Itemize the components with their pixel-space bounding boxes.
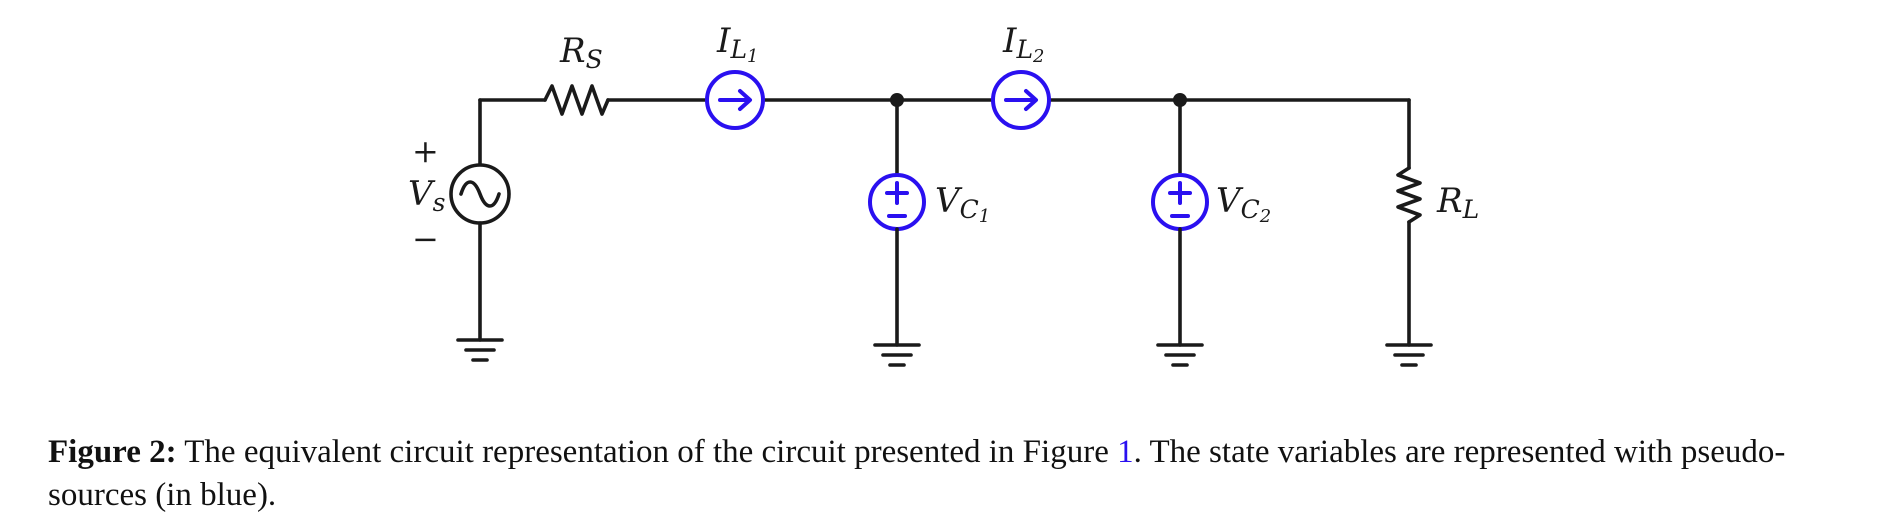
source-resistor-rs: [543, 84, 610, 116]
load-resistor-rl: [1396, 166, 1422, 224]
label-rs: RS: [559, 31, 603, 74]
arrow-right-icon: [718, 89, 752, 111]
plus-minus-icon: [1168, 181, 1192, 218]
ground-symbol-load: [1385, 343, 1433, 367]
plus-minus-icon: [885, 181, 909, 218]
label-vs: Vs: [408, 174, 445, 217]
circuit-diagram: RS IL1 IL2 VC1 VC2 RL Vs + −: [408, 21, 1479, 367]
ground-symbol-vc2: [1156, 343, 1204, 367]
vs-plus-sign: +: [412, 132, 439, 170]
ground-symbol-vc1: [873, 343, 921, 367]
vs-minus-sign: −: [412, 220, 439, 258]
sine-wave-icon: [459, 180, 501, 208]
caption-text-after-ref: . The state variables are represented wi…: [48, 434, 1786, 513]
label-il1: IL1: [716, 21, 759, 67]
figure-reference-link[interactable]: 1: [1117, 434, 1134, 470]
label-il2: IL2: [1002, 21, 1045, 67]
label-vc1: VC1: [935, 181, 990, 227]
arrow-right-icon: [1004, 89, 1038, 111]
label-vc2: VC2: [1216, 181, 1271, 227]
label-rl: RL: [1436, 181, 1479, 224]
figure-caption: Figure 2: The equivalent circuit represe…: [48, 431, 1868, 517]
caption-lead: Figure 2:: [48, 434, 177, 470]
caption-text-before-ref: The equivalent circuit representation of…: [176, 434, 1118, 470]
ground-symbol-source: [456, 338, 504, 362]
